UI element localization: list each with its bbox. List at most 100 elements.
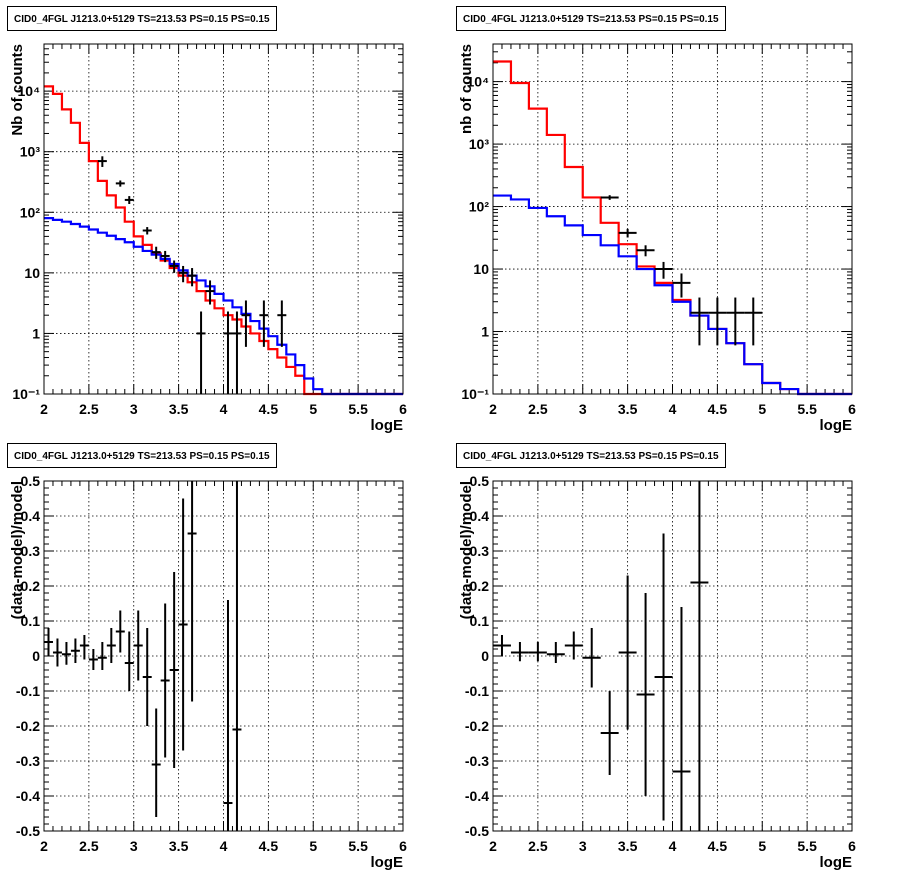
- y-tick-label: 10³: [469, 136, 490, 152]
- plot-title: CID0_4FGL J1213.0+5129 TS=213.53 PS=0.15…: [456, 6, 726, 31]
- x-tick-label: 4.5: [708, 401, 728, 417]
- data-point: [97, 642, 107, 670]
- residuals-right-data-points: [493, 481, 709, 831]
- data-point: [44, 628, 53, 656]
- pad-counts-left: 2 2.5 3 3.5 4 4.5 5 5.5 6 10⁻¹ 1 10 10² 10³ 10⁴ logE Nb …: [0, 0, 449, 437]
- data-point: [654, 533, 673, 821]
- data-point: [169, 572, 179, 768]
- data-point: [142, 227, 152, 235]
- data-point: [187, 481, 197, 702]
- data-point: [169, 260, 179, 273]
- data-point: [600, 195, 619, 200]
- y-tick-label: -0.2: [16, 718, 40, 734]
- data-point: [636, 593, 655, 796]
- data-point: [582, 628, 601, 688]
- data-point: [115, 610, 125, 653]
- data-point: [672, 607, 691, 831]
- y-tick-label: 0.2: [21, 578, 41, 594]
- residuals-left-grid: [44, 481, 403, 831]
- x-tick-label: 3.5: [618, 838, 638, 854]
- data-point: [672, 273, 691, 298]
- y-tick-label: 0.4: [21, 508, 41, 524]
- plot-title: CID0_4FGL J1213.0+5129 TS=213.53 PS=0.15…: [456, 443, 726, 468]
- x-tick-label: 5.5: [348, 401, 368, 417]
- x-tick-label: 2.5: [79, 838, 99, 854]
- y-tick-label: 0: [481, 648, 489, 664]
- data-point: [636, 245, 655, 257]
- data-point: [97, 156, 107, 167]
- x-tick-label: 3.5: [169, 401, 189, 417]
- x-tick-label: 3: [579, 838, 587, 854]
- data-point: [178, 265, 188, 283]
- y-tick-label: 10⁴: [18, 83, 41, 99]
- x-tick-label: 6: [848, 401, 856, 417]
- data-point: [223, 600, 233, 831]
- counts-right-y-axis-title: nb of counts: [458, 44, 475, 134]
- data-point: [223, 311, 233, 394]
- residuals-left-frame: [43, 480, 404, 832]
- x-tick-label: 3: [130, 401, 138, 417]
- x-tick-label: 6: [399, 401, 407, 417]
- y-tick-label: -0.5: [16, 823, 40, 839]
- data-point: [654, 261, 673, 279]
- y-tick-label: 0.5: [470, 473, 490, 489]
- data-point: [690, 297, 709, 346]
- counts-right-frame: [492, 43, 853, 395]
- x-tick-label: 2: [489, 838, 497, 854]
- y-tick-label: 10: [473, 261, 489, 277]
- data-point: [618, 228, 637, 238]
- data-point: [187, 268, 197, 287]
- y-tick-label: -0.2: [465, 718, 489, 734]
- data-point: [196, 311, 206, 394]
- data-point: [52, 638, 62, 667]
- x-tick-label: 5: [309, 838, 317, 854]
- y-tick-label: 0.3: [21, 543, 41, 559]
- counts-left-data-points: [97, 156, 287, 394]
- x-tick-label: 2.5: [528, 838, 548, 854]
- residuals-right-x-axis-title: logE: [820, 854, 853, 871]
- y-tick-label: -0.3: [465, 753, 489, 769]
- data-point: [726, 297, 745, 346]
- data-point: [232, 311, 242, 394]
- data-point: [133, 610, 143, 681]
- x-tick-label: 2: [40, 401, 48, 417]
- counts-right-data-points: [600, 195, 763, 346]
- plot-residuals-left: 2 2.5 3 3.5 4 4.5 5 5.5 6 -0.5 -0.4 -0.3 -0.2 -0.1 0 0.…: [9, 473, 407, 871]
- y-tick-label: 0.3: [470, 543, 490, 559]
- residuals-right-grid: [493, 481, 852, 831]
- y-tick-label: 10²: [20, 204, 41, 220]
- counts-left-frame: [43, 43, 404, 395]
- counts-left-model-step-1: [44, 217, 403, 396]
- residuals-left-y-axis-title: (data-model)/model: [9, 481, 26, 619]
- counts-left-grid: [44, 44, 403, 394]
- y-tick-label: 1: [481, 324, 489, 340]
- x-tick-label: 4: [220, 401, 228, 417]
- y-tick-label: 1: [32, 325, 40, 341]
- counts-left-ticks: [43, 43, 404, 395]
- pad-counts-right: 2 2.5 3 3.5 4 4.5 5 5.5 6 10⁻¹ 1 10 10² 10³ 10⁴ logE nb …: [449, 0, 898, 437]
- residuals-right-y-axis-title: (data-model)/model: [458, 481, 475, 619]
- counts-right-grid: [493, 44, 852, 394]
- data-point: [151, 708, 161, 817]
- y-tick-label: 10⁻¹: [12, 386, 40, 402]
- residuals-left-x-axis-title: logE: [371, 854, 404, 871]
- x-tick-label: 4.5: [708, 838, 728, 854]
- data-point: [160, 250, 170, 263]
- y-tick-label: -0.4: [16, 788, 40, 804]
- y-tick-label: 0.1: [470, 613, 490, 629]
- counts-left-y-axis-title: Nb of counts: [9, 44, 26, 136]
- y-tick-label: 10⁻¹: [461, 386, 489, 402]
- x-tick-label: 6: [399, 838, 407, 854]
- data-point: [79, 635, 89, 660]
- data-point: [493, 635, 511, 656]
- residuals-left-data-points: [44, 481, 242, 831]
- data-point: [618, 575, 637, 730]
- counts-left-model-step-0: [44, 85, 403, 396]
- counts-right-x-axis-title: logE: [820, 417, 853, 434]
- x-tick-label: 5: [758, 838, 766, 854]
- y-tick-label: -0.1: [16, 683, 40, 699]
- y-tick-label: -0.5: [465, 823, 489, 839]
- y-tick-label: -0.3: [16, 753, 40, 769]
- x-tick-label: 4.5: [259, 838, 279, 854]
- x-tick-label: 3.5: [618, 401, 638, 417]
